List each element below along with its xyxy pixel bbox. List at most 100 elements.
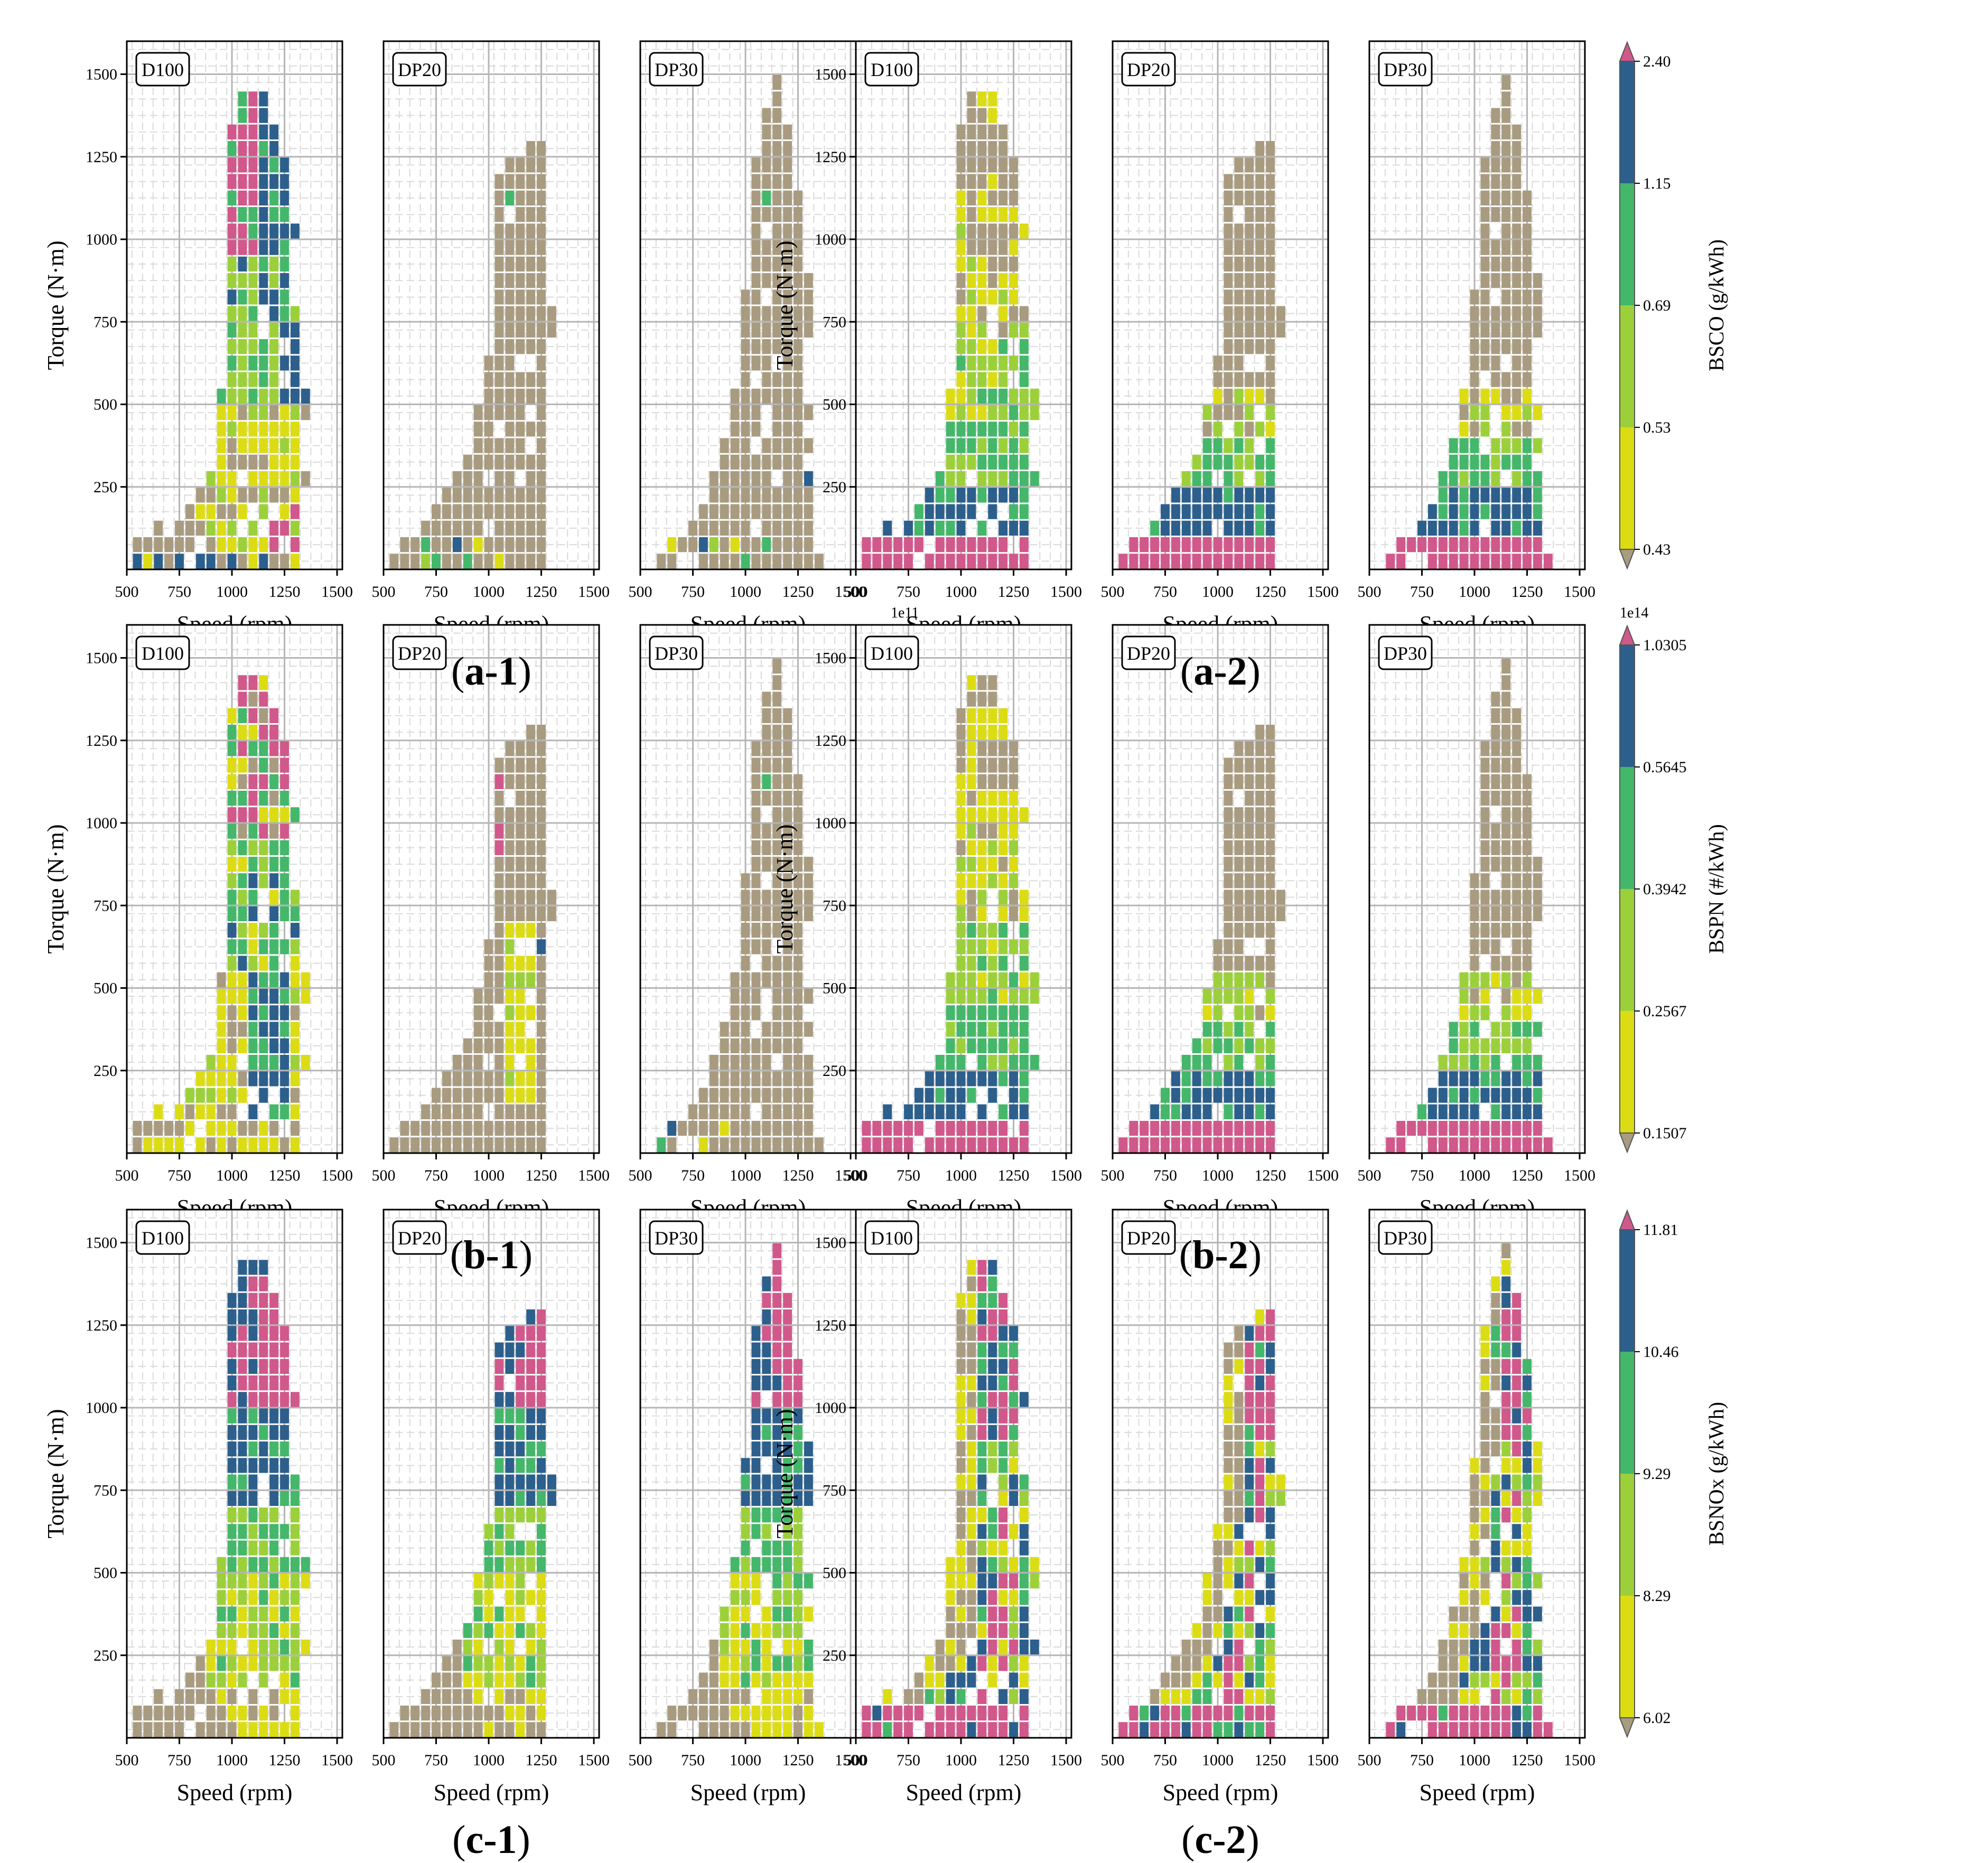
heatmap-cell: [783, 1689, 792, 1704]
heatmap-cell: [936, 1121, 945, 1136]
heatmap-cell: [505, 1623, 514, 1638]
heatmap-cell: [957, 355, 966, 370]
heatmap-cell: [494, 1088, 503, 1103]
heatmap-cell: [516, 488, 525, 502]
heatmap-cell: [1523, 956, 1532, 971]
heatmap-cell: [505, 923, 514, 938]
heatmap-cell: [741, 1121, 750, 1136]
y-tick-label: 1000: [86, 1399, 117, 1417]
heatmap-cell: [217, 1022, 226, 1037]
heatmap-cell: [1182, 488, 1191, 502]
heatmap-cell: [484, 1038, 493, 1053]
heatmap-cell: [1501, 537, 1510, 552]
heatmap-cell: [291, 972, 300, 987]
heatmap-cell: [463, 1640, 472, 1654]
heatmap-cell: [1480, 972, 1489, 987]
heatmap-cell: [957, 906, 966, 921]
heatmap-cell: [228, 1557, 237, 1572]
heatmap-cell: [1224, 191, 1233, 205]
heatmap-cell: [1245, 1409, 1254, 1424]
x-tick-label: 1000: [473, 1752, 505, 1769]
heatmap-cell: [1118, 1137, 1127, 1152]
heatmap-cell: [1512, 1137, 1521, 1152]
heatmap-cell: [1533, 554, 1542, 568]
heatmap-cell: [1129, 1121, 1138, 1136]
heatmap-cell: [1470, 1104, 1479, 1119]
heatmap-cell: [1512, 725, 1521, 739]
heatmap-cell: [301, 1557, 310, 1572]
heatmap-cell: [1501, 774, 1510, 789]
heatmap-cell: [762, 857, 771, 872]
heatmap-cell: [1480, 191, 1489, 205]
heatmap-cell: [1234, 257, 1243, 272]
y-tick-label: 1500: [815, 66, 846, 83]
x-tick-label: 1000: [730, 1752, 761, 1769]
heatmap-cell: [248, 125, 257, 139]
heatmap-cell: [1501, 741, 1510, 756]
category-legend-entry: 0.1507–0.2567: [1620, 1166, 1626, 1167]
heatmap-cell: [494, 289, 503, 304]
y-axis-label: Torque (N·m): [772, 825, 798, 954]
heatmap-cell: [389, 1722, 398, 1737]
heatmap-cell: [1501, 857, 1510, 872]
heatmap-cell: [998, 191, 1007, 205]
heatmap-cell: [1470, 1137, 1479, 1152]
heatmap-cell: [228, 289, 237, 304]
heatmap-cell: [1255, 289, 1264, 304]
heatmap-cell: [957, 939, 966, 954]
heatmap-cell: [1009, 323, 1018, 338]
heatmap-cell: [537, 1491, 546, 1506]
heatmap-cell: [804, 537, 813, 552]
heatmap-cell: [1245, 1038, 1254, 1053]
heatmap-cell: [259, 758, 268, 773]
heatmap-cell: [1491, 273, 1500, 288]
heatmap-cell: [741, 372, 750, 387]
heatmap-cell: [1480, 174, 1489, 189]
heatmap-cell: [238, 1508, 247, 1522]
heatmap-cell: [1501, 191, 1510, 205]
heatmap-cell: [1203, 554, 1212, 568]
heatmap-cell: [505, 1359, 514, 1374]
heatmap-cell: [988, 1359, 997, 1374]
heatmap-cell: [794, 791, 802, 806]
heatmap-cell: [248, 372, 257, 387]
heatmap-cell: [228, 339, 237, 354]
heatmap-cell: [505, 1441, 514, 1456]
heatmap-cell: [957, 807, 966, 822]
heatmap-cell: [1203, 1071, 1212, 1086]
heatmap-cell: [516, 1326, 525, 1341]
heatmap-cell: [794, 774, 802, 789]
heatmap-cell: [988, 873, 997, 888]
heatmap-cell: [280, 1055, 289, 1070]
heatmap-cell: [977, 455, 986, 470]
heatmap-cell: [494, 807, 503, 822]
heatmap-cell: [537, 1359, 546, 1374]
heatmap-cell: [1491, 1673, 1500, 1688]
heatmap-cell: [998, 521, 1007, 536]
heatmap-cell: [988, 1375, 997, 1390]
heatmap-cell: [269, 873, 278, 888]
heatmap-cell: [699, 1121, 708, 1136]
heatmap-cell: [259, 372, 268, 387]
heatmap-cell: [741, 1524, 750, 1539]
heatmap-cell: [1491, 1623, 1500, 1638]
heatmap-cell: [914, 1121, 923, 1136]
heatmap-cell: [516, 1574, 525, 1588]
heatmap-cell: [1449, 1055, 1458, 1070]
heatmap-cell: [185, 1121, 194, 1136]
heatmap-cell: [1533, 989, 1542, 1004]
heatmap-cell: [269, 1623, 278, 1638]
heatmap-cell: [988, 1309, 997, 1324]
heatmap-cell: [957, 1055, 966, 1070]
colorbar-label: BSPN (#/kWh): [1704, 824, 1728, 954]
heatmap-cell: [516, 1359, 525, 1374]
heatmap-cell: [1501, 873, 1510, 888]
heatmap-cell: [977, 257, 986, 272]
heatmap-cell: [526, 207, 535, 222]
heatmap-cell: [1171, 521, 1180, 536]
heatmap-cell: [248, 1656, 257, 1671]
heatmap-cell: [228, 355, 237, 370]
heatmap-cell: [1192, 1722, 1201, 1737]
colorbar-label: BSCO (g/kWh): [1704, 239, 1728, 371]
heatmap-cell: [957, 1689, 966, 1704]
